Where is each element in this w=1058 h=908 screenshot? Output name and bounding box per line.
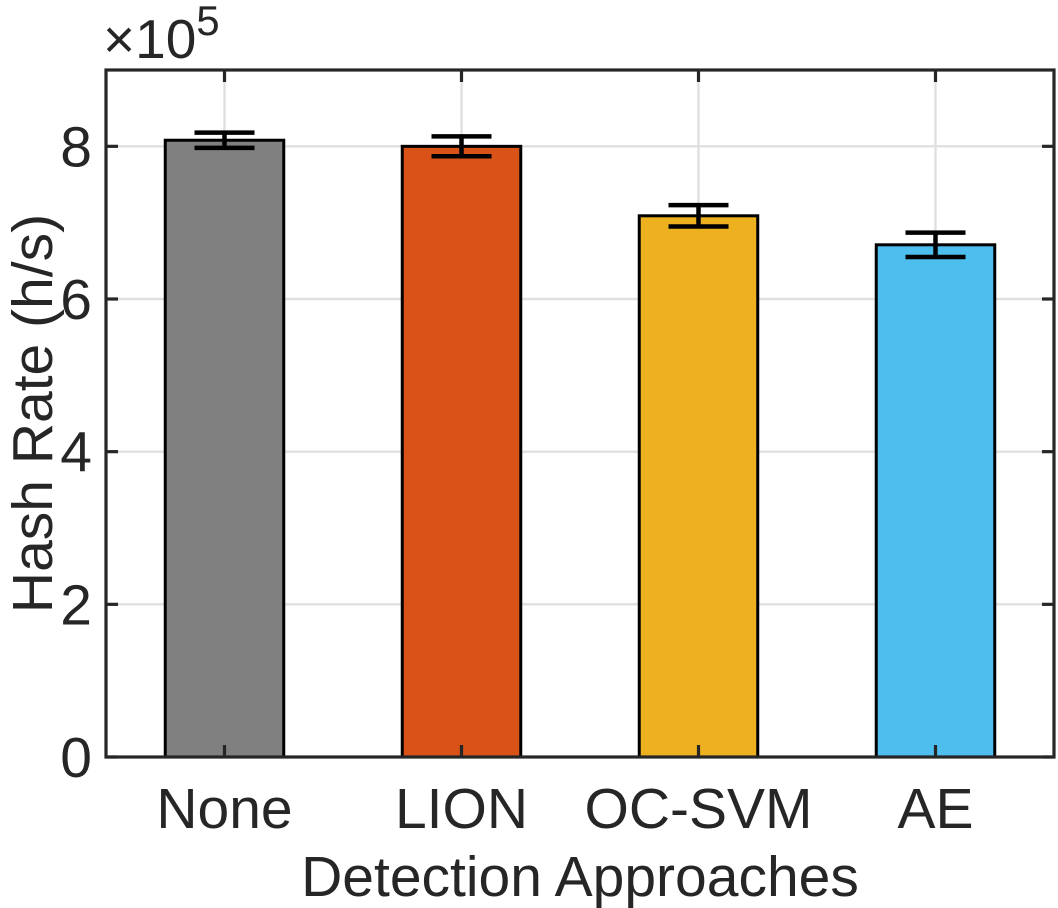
bar-lion <box>400 144 523 759</box>
y-tick-label: 8 <box>60 115 92 179</box>
y-tick-label: 4 <box>60 421 92 485</box>
y-tick-label: 0 <box>60 726 92 790</box>
bars <box>163 138 997 759</box>
plot-border <box>104 68 1056 759</box>
bar-ae <box>874 243 997 759</box>
x-tick-label: LION <box>395 777 528 841</box>
x-tick-label: OC-SVM <box>585 777 813 841</box>
x-tick-label: AE <box>897 777 973 841</box>
bar-none <box>163 138 286 759</box>
axis-ticks <box>106 70 1054 759</box>
y-tick-label: 6 <box>60 268 92 332</box>
x-axis-label: Detection Approaches <box>301 845 859 908</box>
error-bars <box>194 130 966 260</box>
errorbar-oc-svm <box>668 202 729 229</box>
y-axis-label: Hash Rate (h/s) <box>1 214 65 613</box>
bar-oc-svm <box>637 214 760 759</box>
errorbar-lion <box>431 134 492 159</box>
errorbar-none <box>194 130 255 151</box>
errorbar-ae <box>905 230 966 260</box>
y-tick-label: 2 <box>60 573 92 637</box>
y-axis-exponent: ×105 <box>103 0 220 70</box>
x-tick-label: None <box>156 777 292 841</box>
